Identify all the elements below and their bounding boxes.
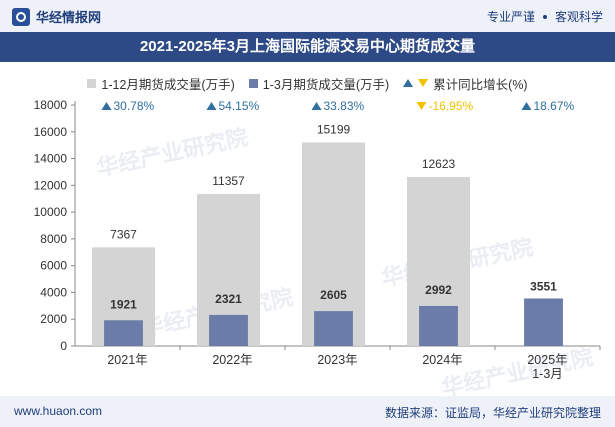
data-label-q1: 2605 [320,288,347,302]
data-label-q1: 3551 [530,279,557,293]
legend-item-q1[interactable]: 1-3月期货成交量(万手) [248,74,390,93]
tagline-left: 专业严谨 [486,10,535,24]
top-bar: 华经情报网 专业严谨 客观科学 [0,0,615,32]
footer-url[interactable]: www.huaon.com [14,404,103,418]
y-tick-label: 2000 [40,312,67,326]
data-label-q1: 2992 [425,283,452,297]
y-tick-label: 8000 [40,232,67,246]
legend-item-annual[interactable]: 1-12月期货成交量(万手) [87,74,235,93]
bar-q1[interactable] [524,298,563,346]
footer-source: 数据来源：证监局，华经产业研究院整理 [384,406,601,420]
data-label-q1: 2321 [215,292,242,306]
growth-label: -16.95% [429,99,474,113]
data-label-annual: 7367 [110,227,137,241]
tagline: 专业严谨 客观科学 [487,8,603,25]
y-tick-label: 4000 [40,285,67,299]
bullet-icon [542,14,547,19]
bar-q1[interactable] [419,305,458,346]
x-tick-label: 2023年 [317,353,357,367]
legend-item-growth[interactable]: 累计同比增长(%) [403,74,528,93]
legend-label-q1: 1-3月期货成交量(万手) [262,77,390,92]
legend-swatch-grey [87,78,97,88]
growth-label: 54.15% [219,99,260,113]
footer: www.huaon.com 数据来源：证监局，华经产业研究院整理 [0,396,615,427]
legend-label-growth: 累计同比增长(%) [433,77,528,92]
y-tick-label: 16000 [34,125,68,139]
legend-label-annual: 1-12月期货成交量(万手) [101,77,235,92]
x-tick-label: 2025年 [527,353,567,367]
growth-up-icon [101,102,112,110]
data-label-annual: 11357 [212,174,245,188]
logo-icon [12,7,30,26]
y-tick-label: 0 [60,339,67,353]
x-tick-label: 2022年 [212,353,252,367]
data-label-annual: 12623 [422,157,456,171]
growth-up-icon [206,102,217,110]
growth-up-icon [521,102,532,110]
growth-label: 33.83% [324,99,365,113]
y-tick-label: 12000 [34,178,68,192]
data-label-q1: 1921 [110,297,137,311]
growth-up-icon [311,102,322,110]
triangle-up-icon [403,79,414,87]
y-tick-label: 18000 [34,98,68,112]
chart-legend: 1-12月期货成交量(万手) 1-3月期货成交量(万手) 累计同比增长(%) [0,72,615,94]
y-tick-label: 10000 [34,205,68,219]
x-tick-label: 2024年 [422,353,462,367]
legend-swatch-blue [248,78,258,88]
x-tick-label: 2021年 [107,353,147,367]
bar-q1[interactable] [314,311,353,346]
growth-down-icon [416,102,427,110]
x-tick-label: 1-3月 [532,367,563,381]
bar-chart: 0 2000 4000 6000 8000 10000 12000 14000 16000 180… [34,98,601,381]
bar-q1[interactable] [209,314,248,346]
brand-name: 华经情报网 [36,10,102,25]
growth-label: 18.67% [534,99,575,113]
chart-title: 2021-2025年3月上海国际能源交易中心期货成交量 [0,32,615,62]
y-tick-label: 14000 [34,152,68,166]
data-label-annual: 15199 [317,123,351,137]
tagline-right: 客观科学 [554,10,603,24]
growth-label: 30.78% [114,99,155,113]
brand[interactable]: 华经情报网 [12,7,101,26]
triangle-down-icon [418,79,429,87]
bar-q1[interactable] [104,320,143,346]
y-tick-label: 6000 [40,259,67,273]
